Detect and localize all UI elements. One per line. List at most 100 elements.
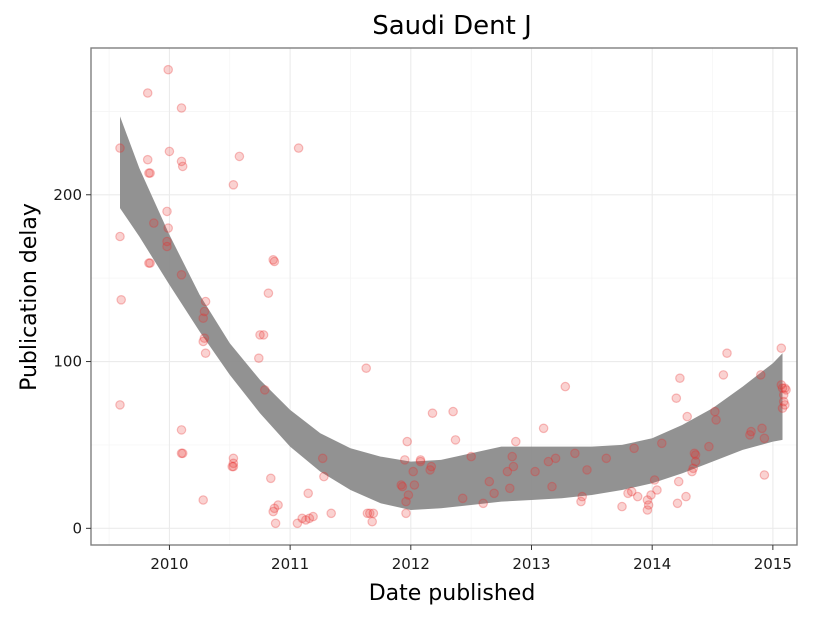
data-point [115, 400, 125, 410]
data-point [778, 396, 789, 407]
data-point [547, 481, 557, 492]
x-tick-label: 2010 [150, 555, 188, 573]
data-points [115, 64, 791, 529]
confidence-band [120, 116, 783, 511]
data-point [303, 488, 313, 499]
data-point [687, 466, 697, 477]
data-point [466, 451, 476, 462]
data-point [401, 508, 411, 519]
data-point [656, 438, 667, 449]
x-tick-label: 2014 [633, 555, 671, 573]
data-point [273, 500, 283, 510]
data-point [397, 481, 408, 492]
data-point [507, 451, 517, 462]
data-point [682, 411, 692, 422]
data-point [642, 495, 653, 505]
data-point [259, 385, 270, 395]
data-point [722, 348, 732, 358]
y-tick-label: 0 [72, 519, 82, 537]
data-point [746, 426, 756, 437]
data-point [448, 406, 458, 417]
data-point [228, 461, 239, 472]
data-point [759, 433, 770, 444]
data-point [142, 154, 153, 165]
chart-title: Saudi Dent J [372, 11, 532, 41]
data-point [198, 313, 208, 323]
data-point [253, 353, 264, 363]
data-point [176, 103, 187, 113]
data-point [415, 456, 426, 467]
data-point [362, 508, 373, 519]
data-point [450, 435, 461, 445]
data-point [690, 456, 701, 467]
data-point [643, 500, 654, 510]
x-tick-label: 2011 [271, 555, 309, 573]
data-point [781, 385, 791, 395]
data-point [632, 491, 643, 502]
data-point [144, 168, 154, 178]
smooth-confidence-band [120, 116, 783, 511]
data-point [759, 470, 770, 480]
data-point [690, 450, 701, 460]
data-point [142, 88, 153, 98]
data-point [489, 488, 499, 499]
x-tick-label: 2015 [754, 555, 792, 573]
data-point [270, 518, 281, 529]
data-point [601, 453, 612, 464]
data-point [326, 508, 336, 519]
data-point [704, 441, 714, 452]
data-point [777, 383, 788, 393]
data-point [162, 236, 172, 247]
data-point [718, 370, 729, 380]
data-point [504, 483, 515, 494]
data-point [780, 383, 790, 393]
data-point [145, 168, 155, 178]
plot-panel-border [90, 47, 798, 546]
data-point [399, 455, 410, 465]
data-point [478, 498, 488, 509]
data-point [234, 151, 245, 162]
data-point [689, 448, 700, 459]
data-point [228, 453, 239, 464]
data-point [361, 363, 371, 373]
data-point [401, 496, 411, 507]
data-point [177, 161, 188, 172]
data-point [227, 461, 237, 472]
x-axis-title: Date published [369, 581, 536, 606]
x-tick-label: 2013 [512, 555, 550, 573]
data-point [671, 393, 682, 403]
data-point [200, 296, 211, 307]
data-point [673, 476, 684, 487]
y-axis-title: Publication delay [17, 203, 42, 391]
data-point [255, 330, 265, 340]
data-point [367, 516, 377, 527]
x-tick-label: 2012 [392, 555, 430, 573]
data-point [115, 231, 125, 242]
data-point [228, 458, 239, 469]
data-point [200, 348, 211, 358]
data-point [560, 381, 571, 392]
data-point [538, 423, 549, 434]
data-point [688, 463, 698, 474]
data-point [776, 380, 787, 390]
data-point [176, 156, 187, 167]
data-point [776, 343, 787, 353]
data-point [745, 430, 755, 440]
data-point [292, 518, 303, 529]
data-point [199, 333, 210, 343]
data-point [623, 488, 633, 499]
data-point [297, 513, 307, 524]
y-tick-label: 200 [53, 186, 82, 204]
data-point [319, 471, 329, 482]
data-point [162, 206, 172, 217]
data-point [177, 448, 188, 459]
data-point [198, 336, 208, 347]
data-point [176, 448, 187, 459]
data-point [176, 269, 187, 280]
data-point [145, 258, 155, 268]
data-point [317, 453, 328, 464]
data-point [403, 490, 414, 500]
data-point [646, 490, 656, 500]
data-point [265, 473, 276, 484]
